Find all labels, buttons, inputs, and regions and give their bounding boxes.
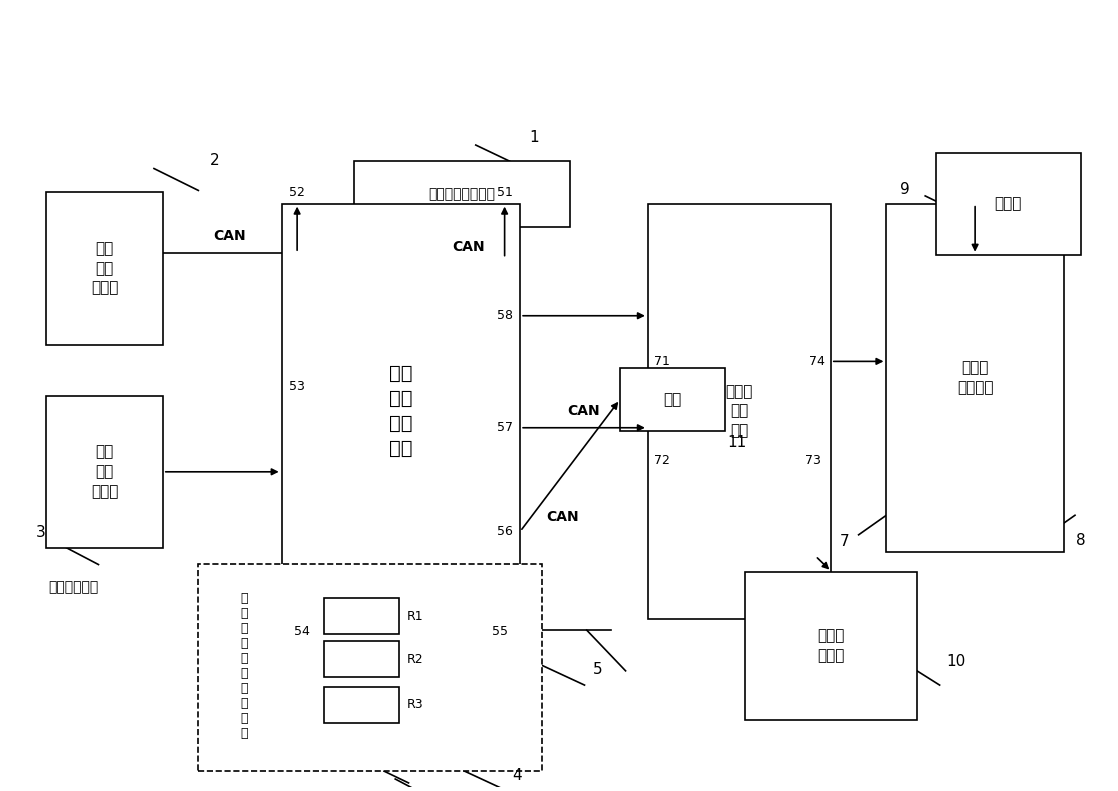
Text: 11: 11: [727, 435, 746, 450]
Bar: [198, 564, 542, 771]
Text: 自动
驾驶
控制器: 自动 驾驶 控制器: [91, 241, 119, 296]
Text: 喷油器电磁阀: 喷油器电磁阀: [48, 581, 98, 594]
Text: 71: 71: [654, 355, 670, 368]
Text: 53: 53: [290, 380, 305, 393]
Text: 油门
踏板
传感器: 油门 踏板 传感器: [91, 445, 119, 499]
Text: 58: 58: [496, 309, 513, 322]
Text: 1: 1: [530, 130, 539, 145]
Text: 人机共驾模式开关: 人机共驾模式开关: [428, 187, 495, 201]
Bar: [620, 368, 726, 431]
Text: 52: 52: [290, 186, 305, 199]
Text: 54: 54: [294, 625, 310, 638]
Text: 变速箱: 变速箱: [995, 196, 1022, 211]
Bar: [324, 598, 399, 634]
Bar: [936, 153, 1080, 255]
Text: CAN: CAN: [214, 229, 246, 243]
Text: 9: 9: [900, 182, 910, 197]
Text: 56: 56: [496, 525, 512, 538]
Text: 57: 57: [496, 422, 513, 434]
Text: 72: 72: [654, 455, 670, 467]
Text: 3: 3: [36, 525, 46, 540]
Text: 5: 5: [593, 662, 603, 677]
Text: 7: 7: [840, 535, 849, 550]
Text: 4: 4: [512, 768, 522, 783]
Text: 51: 51: [496, 186, 512, 199]
Text: 型
号
油
门
系
统
选
择
开
关: 型 号 油 门 系 统 选 择 开 关: [240, 592, 247, 740]
Bar: [353, 161, 570, 227]
Text: R2: R2: [407, 653, 424, 666]
Text: 变速箱
控制单元: 变速箱 控制单元: [957, 361, 994, 396]
Bar: [282, 204, 520, 619]
Text: CAN: CAN: [546, 510, 579, 524]
Text: CAN: CAN: [452, 240, 484, 254]
Text: 8: 8: [1076, 533, 1086, 548]
Text: 仪表: 仪表: [664, 392, 682, 407]
Text: 73: 73: [805, 455, 821, 467]
Text: 发动机
控制
单元: 发动机 控制 单元: [726, 384, 754, 438]
Text: 油门
中央
控制
单元: 油门 中央 控制 单元: [389, 364, 413, 458]
Bar: [887, 204, 1064, 552]
Bar: [46, 396, 163, 548]
Bar: [746, 572, 918, 721]
Bar: [46, 192, 163, 345]
Text: R3: R3: [407, 698, 424, 711]
Text: 55: 55: [492, 625, 509, 638]
Text: 74: 74: [808, 355, 824, 368]
Bar: [647, 204, 831, 619]
Text: CAN: CAN: [568, 403, 600, 418]
Text: 10: 10: [947, 654, 966, 669]
Bar: [324, 687, 399, 723]
Text: 2: 2: [210, 153, 220, 168]
Text: R1: R1: [407, 610, 424, 623]
Bar: [324, 642, 399, 677]
Text: 喷油器
电磁阀: 喷油器 电磁阀: [817, 629, 845, 664]
